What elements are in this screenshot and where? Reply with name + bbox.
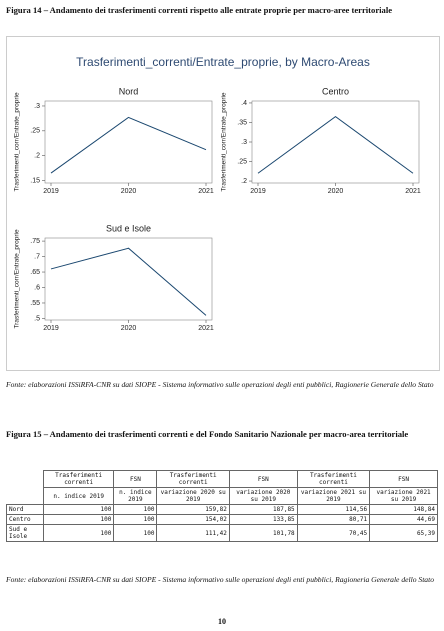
x-tick-label: 2019 [250, 188, 266, 195]
y-tick-label: .7 [34, 253, 40, 260]
table-cell: 114,56 [296, 504, 371, 515]
table-cell: 65,39 [369, 524, 438, 542]
y-tick-label: .5 [34, 315, 40, 322]
y-tick-label: .2 [34, 153, 40, 160]
y-tick-label: .55 [30, 300, 40, 307]
figure-caption: Figura 14 – Andamento dei trasferimenti … [6, 5, 393, 15]
panel-title: Centro [322, 86, 349, 96]
table-row: Nord 100 100 159,82 187,85 114,56 148,84 [6, 504, 438, 515]
y-tick-label: .65 [30, 269, 40, 276]
x-tick-label: 2020 [121, 188, 137, 195]
empty-cell [7, 471, 44, 488]
table-cell: 101,78 [228, 524, 298, 542]
table-cell: FSN [369, 470, 438, 488]
y-tick-label: .75 [30, 238, 40, 245]
y-tick-label: .15 [30, 177, 40, 184]
x-tick-label: 2019 [43, 325, 59, 332]
line-series [50, 247, 207, 316]
y-tick-label: .6 [34, 284, 40, 291]
table-cell: n. indice 2019 [113, 487, 158, 505]
x-tick-label: 2020 [121, 325, 137, 332]
table-cell: Trasferimenti correnti [42, 470, 115, 488]
panel-title: Sud e Isole [106, 223, 151, 233]
plot-area [44, 237, 213, 321]
x-tick-label: 2021 [198, 188, 214, 195]
table-cell: Centro [6, 514, 44, 525]
table-cell: 70,45 [296, 524, 371, 542]
line-series [50, 116, 207, 174]
table-cell: 44,69 [369, 514, 438, 525]
x-tick-label: 2021 [405, 188, 421, 195]
y-tick-label: .4 [241, 100, 247, 107]
table-row: Sud e Isole 100 100 111,42 101,78 70,45 65,39 [6, 524, 438, 542]
y-axis-label: Trasferimenti_corr/Entrate_proprie [14, 92, 21, 191]
panel-title: Nord [119, 86, 139, 96]
y-axis-label: Trasferimenti_corr/Entrate_proprie [14, 229, 21, 328]
table-cell: 159,82 [156, 504, 230, 515]
figure: Trasferimenti_correnti/Entrate_proprie, … [6, 36, 440, 371]
x-tick-label: 2020 [328, 188, 344, 195]
table-cell: 100 [113, 504, 158, 515]
table-cell: FSN [228, 470, 298, 488]
table-cell: Nord [6, 504, 44, 515]
y-tick-label: .3 [241, 139, 247, 146]
table-cell: 100 [42, 524, 115, 542]
table-cell: FSN [113, 470, 158, 488]
x-tick-label: 2021 [198, 325, 214, 332]
y-tick-label: .2 [241, 178, 247, 185]
table-cell: 148,84 [369, 504, 438, 515]
table-cell: 80,71 [296, 514, 371, 525]
table-cell: Trasferimenti correnti [296, 470, 371, 488]
figure-caption: Figura 15 – Andamento dei trasferimenti … [6, 429, 409, 439]
source-note: Fonte: elaborazioni ISSiRFA-CNR su dati … [6, 575, 435, 584]
table-cell: 100 [113, 524, 158, 542]
table-row: Trasferimenti correnti FSN Trasferimenti c… [7, 470, 438, 488]
table-cell: 100 [42, 504, 115, 515]
table-cell: 111,42 [156, 524, 230, 542]
empty-cell [7, 488, 44, 505]
x-tick-label: 2019 [43, 188, 59, 195]
table-cell: variazione 2021 su 2019 [296, 487, 371, 505]
table-cell: Sud e Isole [6, 524, 44, 542]
source-note: Fonte: elaborazioni ISSiRFA-CNR su dati … [6, 380, 434, 389]
y-tick-label: .25 [30, 128, 40, 135]
plot-area [251, 100, 420, 184]
table-cell: 100 [42, 514, 115, 525]
table-cell: 187,85 [228, 504, 298, 515]
table-cell: variazione 2020 su 2019 [228, 487, 298, 505]
table-row: Centro 100 100 154,02 133,85 80,71 44,69 [6, 514, 438, 525]
y-axis-label: Trasferimenti_corr/Entrate_proprie [221, 92, 228, 191]
table-cell: n. indice 2019 [42, 487, 115, 505]
table-cell: Trasferimenti correnti [156, 470, 230, 488]
y-tick-label: .3 [34, 103, 40, 110]
page-number: 10 [218, 617, 226, 626]
figure-title: Trasferimenti_correnti/Entrate_proprie, … [76, 55, 370, 69]
line-series [257, 115, 414, 174]
y-tick-label: .35 [237, 119, 247, 126]
table-row: n. indice 2019 n. indice 2019 variazione 2… [7, 487, 438, 505]
plot-area [44, 100, 213, 184]
data-table: Trasferimenti correnti FSN Trasferimenti c… [6, 470, 438, 542]
table-cell: 100 [113, 514, 158, 525]
table-cell: 154,02 [156, 514, 230, 525]
table-cell: variazione 2021 su 2019 [369, 487, 438, 505]
y-tick-label: .25 [237, 158, 247, 165]
table-cell: 133,85 [228, 514, 298, 525]
table-cell: variazione 2020 su 2019 [156, 487, 230, 505]
